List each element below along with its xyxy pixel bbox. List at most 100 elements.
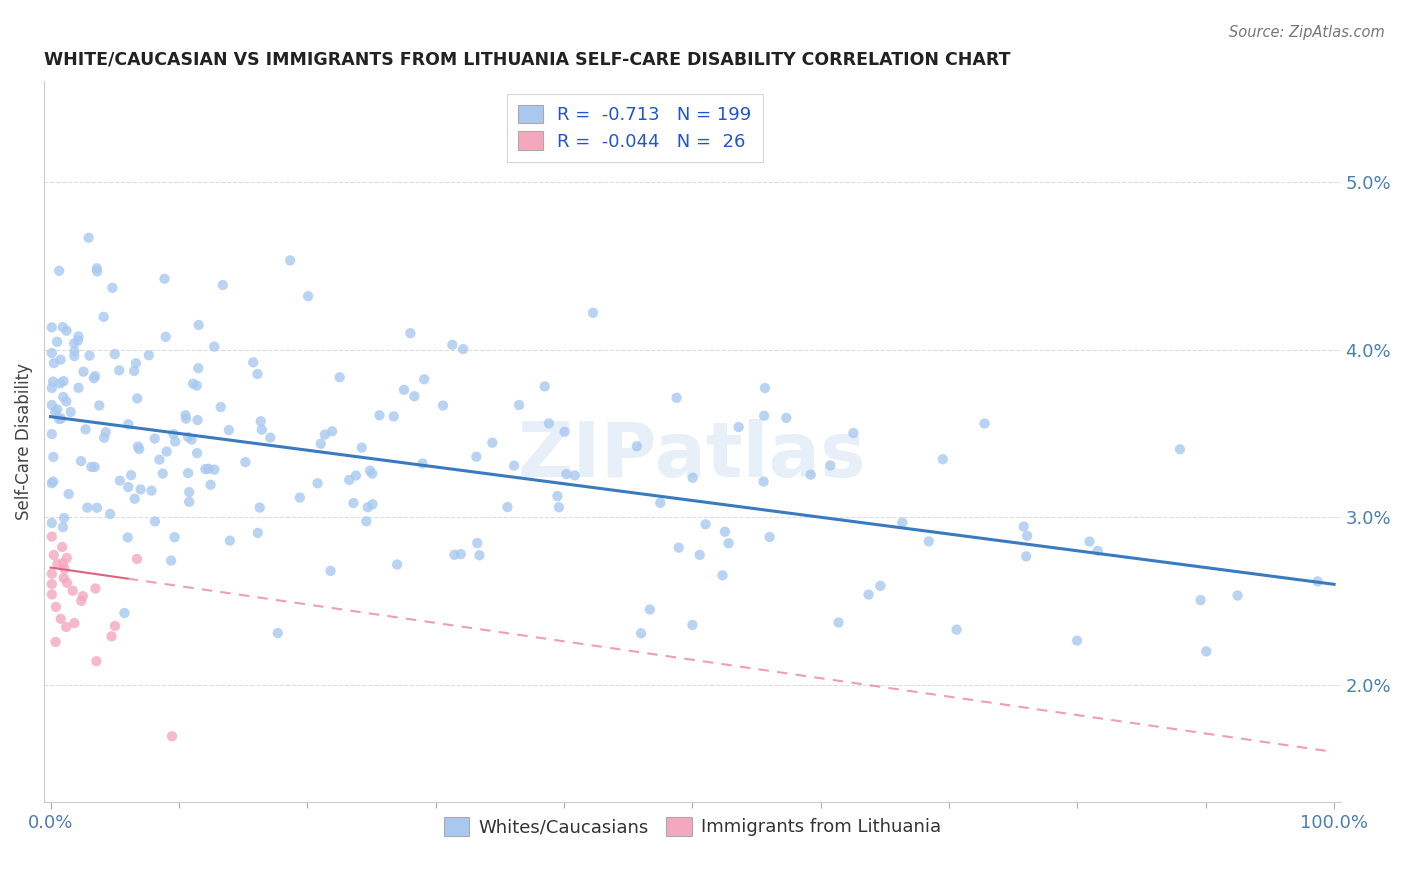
Point [46,402,69,417]
Point [288,491,311,505]
Point [177,430,200,444]
Point [695,517,717,532]
Point [42,356,65,370]
Point [758,530,780,544]
Point [1087,543,1109,558]
Point [235,455,257,469]
Point [319,564,342,578]
Point [682,471,704,485]
Point [41,427,63,442]
Point [180,433,202,447]
Point [350,441,373,455]
Point [537,417,560,431]
Text: Source: ZipAtlas.com: Source: ZipAtlas.com [1229,25,1385,40]
Point [148,452,170,467]
Point [41,577,63,591]
Point [138,348,160,362]
Point [212,278,235,293]
Point [52,520,75,534]
Point [129,483,152,497]
Point [392,383,415,397]
Point [59,405,82,419]
Point [49,612,72,626]
Point [1017,529,1039,543]
Point [76,500,98,515]
Point [356,514,378,528]
Point [156,444,179,458]
Point [41,566,63,581]
Point [451,342,474,356]
Y-axis label: Self-Care Disability: Self-Care Disability [15,363,32,520]
Point [246,525,269,540]
Point [77,231,100,245]
Point [41,530,63,544]
Point [1226,589,1249,603]
Point [51,411,73,425]
Point [117,417,139,432]
Point [932,452,955,467]
Point [41,346,63,360]
Point [72,589,94,603]
Point [41,320,63,334]
Point [52,557,75,571]
Point [465,536,488,550]
Point [128,442,150,456]
Point [650,496,672,510]
Point [668,541,690,555]
Point [564,468,586,483]
Point [55,324,77,338]
Point [101,281,124,295]
Point [399,326,422,341]
Point [689,548,711,562]
Point [46,557,69,571]
Point [83,371,105,385]
Point [48,412,70,426]
Point [259,431,281,445]
Point [67,329,90,343]
Point [711,568,734,582]
Point [554,425,576,439]
Point [754,409,776,423]
Point [717,536,740,550]
Point [368,409,391,423]
Point [496,500,519,514]
Point [163,530,186,544]
Point [186,413,208,427]
Point [1015,549,1038,564]
Point [626,439,648,453]
Point [546,489,568,503]
Point [42,475,65,489]
Point [52,374,75,388]
Point [165,434,187,449]
Point [114,606,136,620]
Point [361,467,384,481]
Point [250,423,273,437]
Point [42,548,65,562]
Point [80,459,103,474]
Point [62,583,84,598]
Point [918,534,941,549]
Point [465,450,488,464]
Point [104,347,127,361]
Point [187,318,209,332]
Point [79,349,101,363]
Point [152,467,174,481]
Point [63,344,86,359]
Point [357,500,380,515]
Point [49,352,72,367]
Point [869,579,891,593]
Point [84,369,107,384]
Point [412,457,434,471]
Point [89,399,111,413]
Text: WHITE/CAUCASIAN VS IMMIGRANTS FROM LITHUANIA SELF-CARE DISABILITY CORRELATION CH: WHITE/CAUCASIAN VS IMMIGRANTS FROM LITHU… [44,51,1011,69]
Point [117,531,139,545]
Point [155,330,177,344]
Point [278,253,301,268]
Point [555,467,578,481]
Point [41,516,63,530]
Point [45,599,67,614]
Point [337,473,360,487]
Point [361,497,384,511]
Point [104,619,127,633]
Point [1012,519,1035,533]
